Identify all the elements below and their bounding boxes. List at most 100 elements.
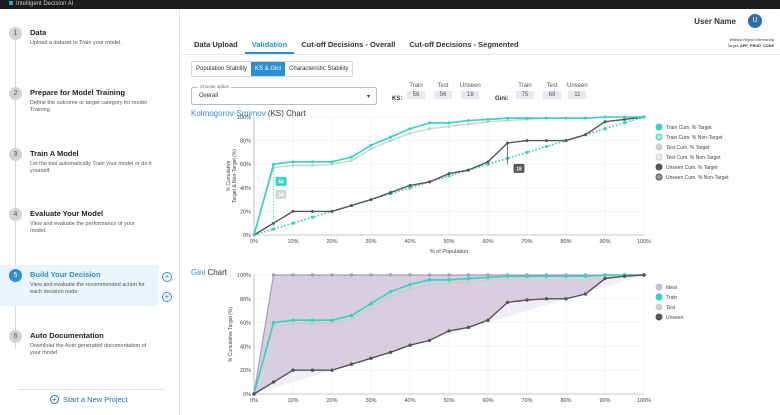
data-point xyxy=(623,115,626,119)
gini-title-highlight: Gini xyxy=(191,268,206,277)
legend-item: Ideal xyxy=(655,283,677,291)
avatar[interactable]: U xyxy=(748,14,762,28)
data-point xyxy=(349,273,354,277)
data-point xyxy=(271,380,276,384)
y-tick-label: 60% xyxy=(240,162,251,168)
tab-validation[interactable]: Validation xyxy=(244,40,295,54)
main-tabs: Data Upload Validation Cut-off Decisions… xyxy=(187,40,526,54)
y-tick-label: 100% xyxy=(237,273,251,279)
user-name[interactable]: User Name xyxy=(694,17,736,26)
ks-test: Test 56 xyxy=(434,83,452,99)
step-data[interactable]: 1 Data Upload a dataset to Train your mo… xyxy=(0,27,158,47)
data-point xyxy=(428,127,431,131)
y-tick-label: 80% xyxy=(240,297,251,303)
x-tick-label: 20% xyxy=(326,239,337,245)
ks-value-badge: 56 xyxy=(275,189,287,199)
tab-data-upload[interactable]: Data Upload xyxy=(194,40,238,49)
x-tick-label: 10% xyxy=(287,239,298,245)
data-point xyxy=(408,183,412,187)
add-node-icon[interactable]: + xyxy=(162,272,172,282)
step-evaluate[interactable]: 4 Evaluate Your Model View and evaluate … xyxy=(0,208,158,235)
sidebar: 1 Data Upload a dataset to Train your mo… xyxy=(0,9,180,415)
data-point xyxy=(428,180,431,184)
step-title: Train A Model xyxy=(30,149,79,158)
tab-cutoff-segmented[interactable]: Cut-off Decisions - Segmented xyxy=(409,40,519,49)
step-desc: View and evaluate the recommended action… xyxy=(30,282,145,295)
data-point xyxy=(311,160,314,164)
y-axis-title-line: % Cumulative xyxy=(226,160,232,191)
data-point xyxy=(564,116,568,120)
new-project-button[interactable]: + Start a New Project xyxy=(50,395,128,404)
x-tick-label: 50% xyxy=(443,239,454,245)
data-point xyxy=(408,287,412,291)
data-point xyxy=(388,294,393,299)
step-number: 5 xyxy=(9,269,22,282)
data-point xyxy=(388,289,393,294)
data-point xyxy=(525,298,529,302)
data-point xyxy=(369,301,373,306)
step-build-decision[interactable]: 5 Build Your Decision View and evaluate … xyxy=(0,265,158,306)
y-tick-label: 80% xyxy=(240,139,251,145)
y-tick-label: 60% xyxy=(240,321,251,327)
data-point xyxy=(486,117,490,121)
app-logo-icon xyxy=(9,1,13,6)
step-prepare[interactable]: 2 Prepare for Model Training Define the … xyxy=(0,87,158,114)
ks-chart: 0% 20% 40% 60% 80% 100% 0% 10% 20% 30% 40% 50% 60% 70… xyxy=(226,115,729,255)
add-node-icon[interactable]: + xyxy=(162,292,172,302)
segment-select[interactable]: Choose option Overall ▾ xyxy=(191,84,377,105)
step-number: 1 xyxy=(9,27,22,40)
data-point xyxy=(408,132,412,136)
data-point xyxy=(349,313,354,318)
ks-label: KS: xyxy=(392,96,403,102)
data-point xyxy=(369,356,373,360)
x-tick-label: 20% xyxy=(326,398,337,404)
subtab-population-stability[interactable]: Population Stability xyxy=(196,66,248,72)
x-tick-label: 60% xyxy=(482,239,493,245)
data-point xyxy=(623,121,626,125)
data-point xyxy=(486,275,490,280)
gini-chart-title: Gini Chart xyxy=(191,268,227,277)
legend-label: Test Cum. % Target xyxy=(666,145,710,151)
stat-header: Train xyxy=(409,83,423,89)
subtab-characteristic-stability[interactable]: Characteristic Stability xyxy=(289,66,349,72)
data-point xyxy=(389,135,392,139)
step-train[interactable]: 3 Train A Model Let the tool automatical… xyxy=(0,148,158,175)
data-point xyxy=(506,116,509,120)
badge-text: 56 xyxy=(278,180,284,186)
title-bar: Intelligent Decision AI xyxy=(0,0,780,9)
ks-chart-title: Kolmogorov-Smirnov (KS) Chart xyxy=(191,109,306,118)
gini-train: Train 75 xyxy=(516,83,534,99)
badge-bg xyxy=(275,189,287,199)
subtab-ks-gini[interactable]: KS & Gini xyxy=(251,62,286,76)
data-point xyxy=(271,273,276,277)
data-point xyxy=(447,124,451,128)
stat-value: 56 xyxy=(434,91,452,99)
tabs-divider xyxy=(181,54,780,55)
data-point xyxy=(584,133,587,137)
tab-cutoff-overall[interactable]: Cut-off Decisions - Overall xyxy=(301,40,396,49)
step-number: 4 xyxy=(9,208,22,221)
legend-marker xyxy=(655,143,663,151)
step-auto-documentation[interactable]: 6 Auto Documentation Download the Auto g… xyxy=(0,330,158,357)
data-point xyxy=(525,274,529,278)
data-point xyxy=(252,233,256,237)
x-tick-label: 50% xyxy=(443,398,454,404)
data-point xyxy=(486,160,490,164)
badge-text: 18 xyxy=(516,167,522,173)
data-point xyxy=(564,139,568,143)
step-title: Auto Documentation xyxy=(30,331,104,340)
data-point xyxy=(427,282,432,287)
x-tick-label: 70% xyxy=(521,239,532,245)
data-point xyxy=(349,362,354,366)
data-point xyxy=(505,274,510,278)
x-tick-label: 30% xyxy=(365,239,376,245)
data-point xyxy=(506,119,509,123)
legend-item: Train xyxy=(655,293,677,301)
data-point xyxy=(350,159,353,163)
gini-test: Test 69 xyxy=(543,83,561,99)
stat-header: Test xyxy=(437,83,449,89)
stat-header: Unseen xyxy=(460,83,481,89)
data-point xyxy=(583,292,588,296)
badge-bg xyxy=(513,163,525,173)
data-point xyxy=(603,115,607,119)
